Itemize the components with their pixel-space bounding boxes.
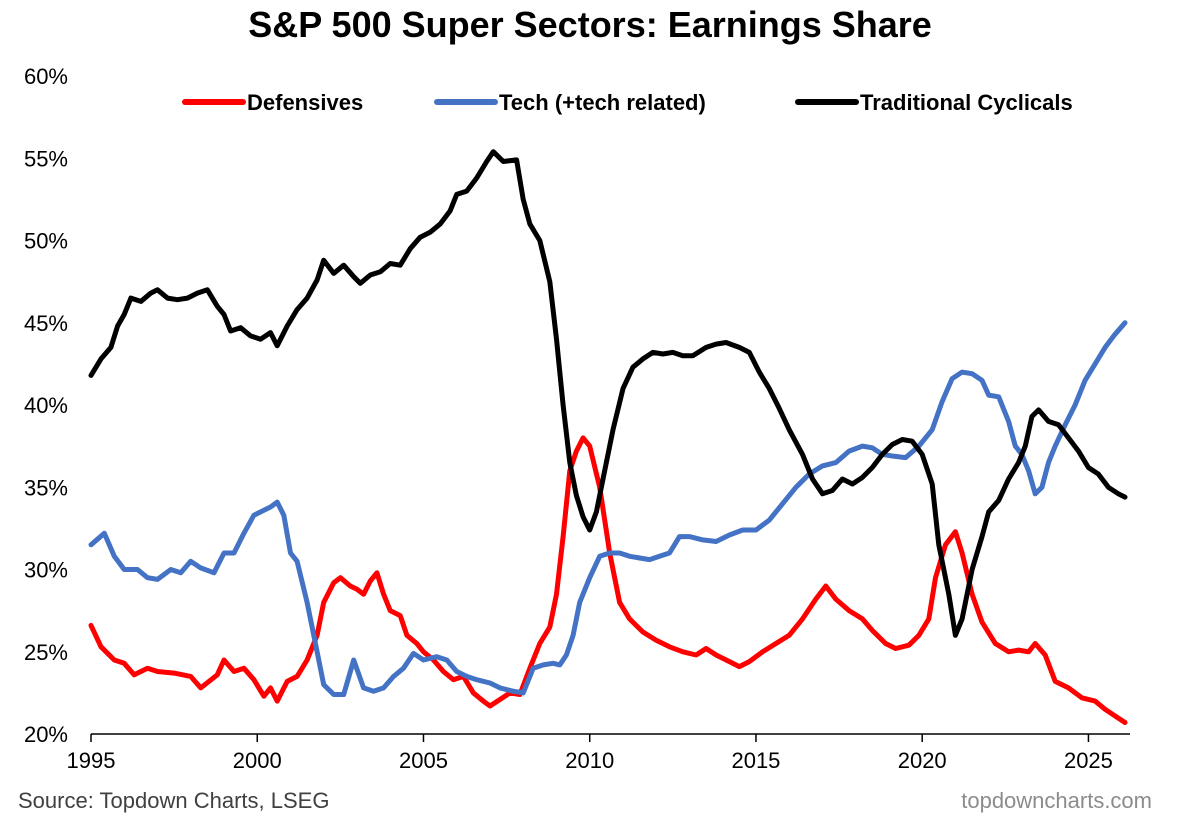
y-tick-label: 60% [24, 64, 68, 89]
x-tick-label: 2010 [565, 748, 614, 773]
y-tick-label: 40% [24, 393, 68, 418]
watermark-text: topdowncharts.com [961, 788, 1152, 813]
series-line-tech-tech-related [88, 320, 1128, 697]
x-tick-label: 2005 [399, 748, 448, 773]
y-tick-label: 35% [24, 475, 68, 500]
legend-label: Defensives [247, 90, 363, 115]
x-axis: 1995 2000 2005 2010 2015 2020 2025 [67, 733, 1130, 773]
y-tick-label: 30% [24, 558, 68, 583]
y-tick-label: 45% [24, 311, 68, 336]
y-axis: 20% 25% 30% 35% 40% 45% 50% 55% 60% [24, 64, 68, 747]
x-tick-label: 2025 [1064, 748, 1113, 773]
chart-title: S&P 500 Super Sectors: Earnings Share [248, 4, 932, 45]
x-tick-label: 2015 [731, 748, 780, 773]
series-line-traditional-cyclicals [88, 149, 1128, 638]
x-tick-label: 2020 [898, 748, 947, 773]
legend-label: Tech (+tech related) [499, 90, 706, 115]
legend-label: Traditional Cyclicals [860, 90, 1073, 115]
series-lines [88, 149, 1128, 725]
x-tick-label: 1995 [67, 748, 116, 773]
y-tick-label: 50% [24, 229, 68, 254]
y-tick-label: 20% [24, 722, 68, 747]
source-note: Source: Topdown Charts, LSEG [18, 788, 330, 813]
x-tick-label: 2000 [233, 748, 282, 773]
legend: Defensives Tech (+tech related) Traditiona… [182, 90, 1073, 115]
y-tick-label: 25% [24, 640, 68, 665]
y-tick-label: 55% [24, 146, 68, 171]
